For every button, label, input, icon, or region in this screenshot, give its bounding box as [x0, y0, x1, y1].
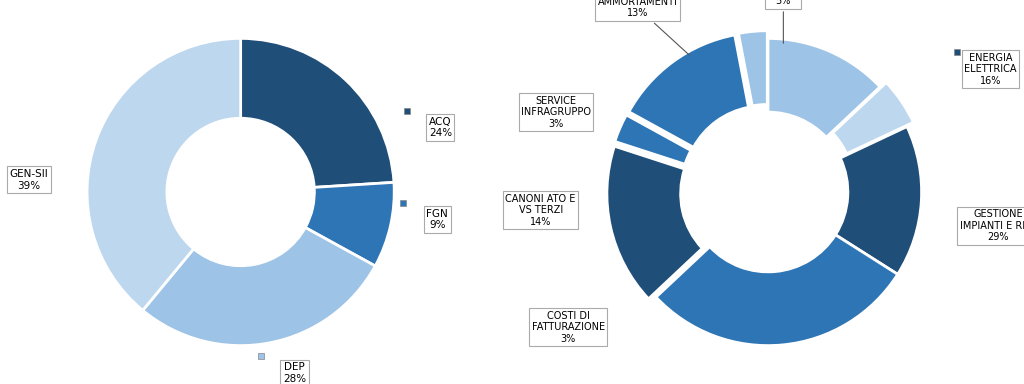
Text: CANONI ATO E
VS TERZI
14%: CANONI ATO E VS TERZI 14% — [506, 194, 575, 227]
Text: GESTIONE
IMPIANTI E RETI
29%: GESTIONE IMPIANTI E RETI 29% — [959, 209, 1024, 242]
Text: ENERGIA
ELETTRICA
16%: ENERGIA ELETTRICA 16% — [965, 53, 1017, 86]
Text: ALTRO
5%: ALTRO 5% — [768, 0, 799, 43]
Text: AMMORTAMENTI
13%: AMMORTAMENTI 13% — [597, 0, 689, 55]
Wedge shape — [836, 127, 922, 274]
Text: FGN
9%: FGN 9% — [426, 209, 449, 230]
Text: DEP
28%: DEP 28% — [283, 362, 306, 384]
Wedge shape — [87, 38, 241, 310]
Wedge shape — [738, 31, 767, 106]
Wedge shape — [241, 38, 394, 187]
Wedge shape — [833, 83, 913, 154]
Wedge shape — [656, 235, 898, 346]
Text: COSTI DI
FATTURAZIONE
3%: COSTI DI FATTURAZIONE 3% — [531, 311, 605, 344]
Text: ACQ
24%: ACQ 24% — [429, 117, 452, 138]
Wedge shape — [768, 38, 880, 137]
Text: SERVICE
INFRAGRUPPO
3%: SERVICE INFRAGRUPPO 3% — [521, 96, 591, 129]
Text: GEN-SII
39%: GEN-SII 39% — [9, 169, 48, 190]
Wedge shape — [305, 182, 394, 266]
Wedge shape — [614, 115, 691, 164]
Wedge shape — [142, 227, 375, 346]
Wedge shape — [607, 146, 702, 299]
Wedge shape — [629, 35, 749, 147]
